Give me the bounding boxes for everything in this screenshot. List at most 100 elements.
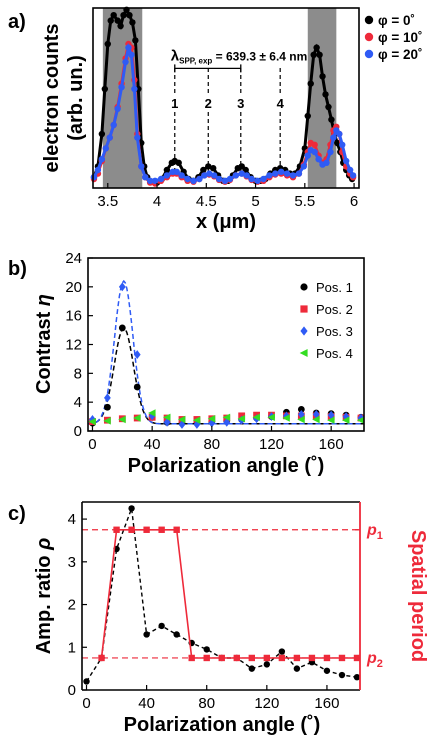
data-point: [126, 12, 133, 19]
data-point: [188, 654, 195, 662]
data-point: [193, 420, 201, 429]
data-point: [103, 403, 111, 411]
data-point: [88, 417, 96, 426]
data-point: [297, 415, 305, 424]
data-point: [327, 416, 335, 424]
series-3: [90, 42, 357, 184]
data-point: [272, 170, 279, 177]
y-ticks: 0 1 2 3 4: [68, 511, 87, 699]
series-1: [89, 324, 365, 427]
data-point: [201, 172, 208, 179]
data-point: [300, 163, 308, 170]
data-point: [148, 409, 156, 417]
panel-a-label: a): [8, 11, 26, 33]
position-label-2: 2: [205, 96, 212, 111]
data-point: [151, 177, 159, 184]
data-point: [125, 44, 132, 51]
data-point: [338, 654, 346, 662]
right-axis-labels: p1 p2: [355, 522, 383, 670]
data-point: [323, 667, 331, 674]
svg-text:Contrast η: Contrast η: [33, 294, 55, 394]
y-tick-label: 1: [68, 639, 76, 656]
y-axis-label: Amp. ratio ρ: [33, 538, 55, 655]
y-tick-label: 0: [74, 423, 82, 440]
legend-b: Pos. 1 Pos. 2 Pos. 3 Pos. 4: [299, 280, 353, 361]
data-point: [110, 121, 117, 129]
data-point: [101, 85, 109, 93]
y-tick-label: 24: [65, 250, 82, 267]
data-point: [98, 130, 106, 138]
data-point: [266, 172, 273, 179]
legend-label: Pos. 1: [316, 280, 353, 295]
data-point: [177, 415, 186, 424]
data-point: [132, 37, 139, 44]
data-series: [90, 6, 357, 187]
x-tick-label: 5.5: [294, 193, 315, 210]
y-tick-label: 2: [68, 597, 76, 614]
data-point: [98, 156, 106, 163]
data-point: [196, 175, 203, 183]
data-point: [334, 139, 341, 147]
data-point: [118, 415, 126, 424]
data-point: [114, 17, 121, 24]
data-point: [215, 175, 223, 183]
data-point: [308, 654, 316, 662]
position-label-1: 1: [171, 96, 178, 111]
position-label-3: 3: [237, 96, 244, 111]
svg-text:electron counts(arb. un.): electron counts (arb. un.): [41, 24, 87, 173]
data-point: [260, 175, 267, 183]
data-point: [327, 148, 334, 156]
x-tick-label: 0: [82, 695, 90, 712]
data-point: [278, 654, 286, 662]
data-point: [175, 159, 182, 166]
x-tick-label: 160: [314, 695, 339, 712]
data-point: [278, 648, 286, 655]
x-tick-label: 3.5: [97, 193, 118, 210]
data-point: [178, 420, 186, 429]
data-point: [325, 103, 332, 111]
y-tick-label: 12: [65, 337, 82, 354]
x-tick-label: 80: [203, 436, 220, 453]
data-point: [146, 177, 154, 184]
data-point: [315, 156, 322, 163]
data-point: [163, 172, 171, 179]
data-point: [173, 168, 180, 175]
data-point: [248, 654, 256, 662]
data-point: [322, 91, 329, 98]
data-point: [356, 416, 365, 424]
y-axis-label-right: Spatial period: [407, 530, 429, 662]
data-point: [120, 12, 127, 19]
data-point: [128, 51, 135, 58]
series-4: [88, 409, 365, 426]
panel-c-label: c): [8, 503, 26, 525]
data-point: [131, 85, 138, 93]
data-point: [133, 350, 141, 360]
x-tick-label: 0: [88, 436, 96, 453]
data-point: [304, 112, 311, 120]
legend-marker: [300, 283, 308, 291]
data-point: [221, 177, 229, 184]
data-point: [323, 654, 331, 662]
data-point: [192, 416, 201, 424]
y-tick-label: 4: [74, 394, 82, 411]
data-point: [312, 410, 320, 419]
position-label-4: 4: [277, 96, 285, 111]
data-point: [106, 134, 113, 141]
data-point: [118, 282, 126, 292]
data-point: [330, 134, 337, 141]
data-point: [293, 654, 301, 662]
data-point: [233, 654, 240, 662]
data-point: [277, 168, 285, 175]
data-point: [346, 166, 354, 174]
y-axis-label: Contrast η: [33, 294, 55, 394]
data-point: [118, 84, 125, 91]
data-point: [237, 415, 246, 423]
data-point: [122, 58, 129, 66]
data-point: [248, 665, 256, 672]
x-tick-label: 160: [319, 436, 344, 453]
data-point: [143, 631, 150, 638]
legend-marker: [364, 15, 374, 25]
data-point: [143, 526, 150, 533]
legend-a: φ = 0˚ φ = 10˚ φ = 20˚: [364, 13, 423, 62]
data-point: [319, 73, 326, 80]
